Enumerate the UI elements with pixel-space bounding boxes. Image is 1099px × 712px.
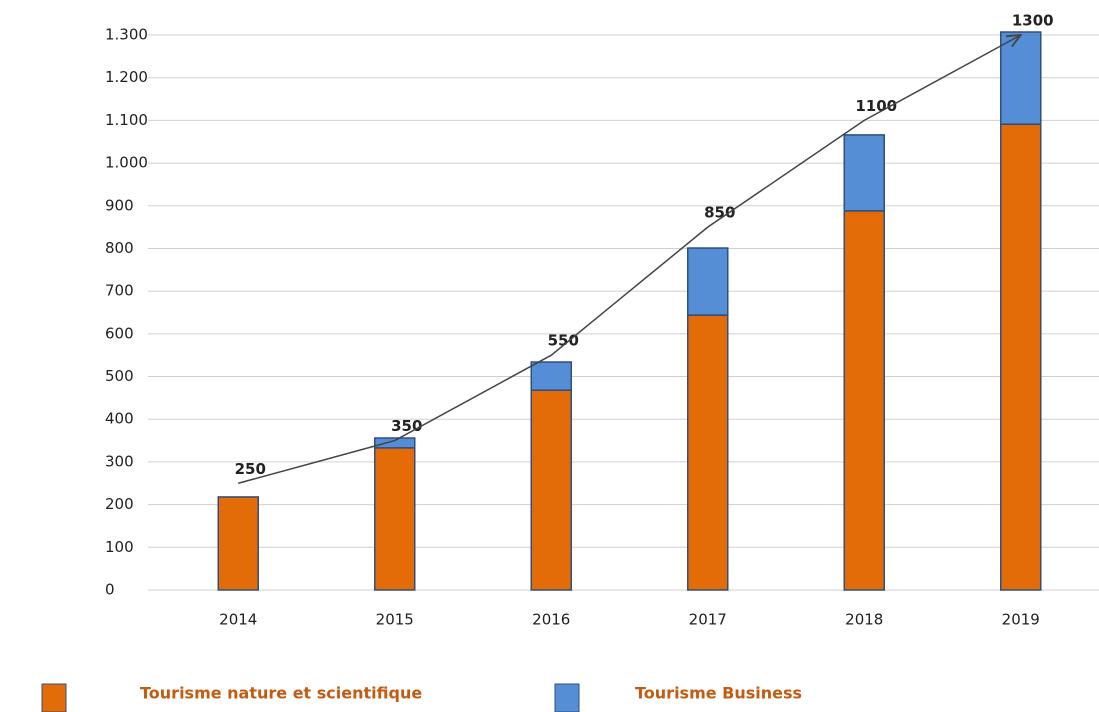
total-label: 250 — [235, 460, 266, 478]
bar-segment — [687, 314, 729, 591]
x-tick-label: 2018 — [845, 611, 883, 629]
bar-segment — [843, 134, 885, 212]
x-tick-label: 2017 — [689, 611, 727, 629]
x-tick-label: 2019 — [1002, 611, 1040, 629]
total-label: 1100 — [855, 97, 897, 115]
y-tick-label: 800 — [105, 239, 134, 257]
total-label: 550 — [548, 332, 579, 350]
bar-segment — [374, 437, 416, 449]
y-tick-label: 900 — [105, 196, 134, 214]
bar-segment — [530, 389, 572, 591]
y-tick-label: 300 — [105, 452, 134, 470]
total-label: 850 — [704, 204, 735, 222]
bar-segment — [687, 247, 729, 316]
total-label: 350 — [391, 417, 422, 435]
bar-segment — [374, 447, 416, 591]
y-tick-label: 1.300 — [105, 26, 148, 44]
y-tick-label: 400 — [105, 410, 134, 428]
x-tick-label: 2015 — [376, 611, 414, 629]
y-tick-label: 0 — [105, 581, 115, 599]
y-tick-label: 500 — [105, 367, 134, 385]
y-tick-label: 700 — [105, 282, 134, 300]
x-tick-label: 2014 — [219, 611, 257, 629]
bar-segment — [1000, 123, 1042, 591]
total-label: 1300 — [1012, 12, 1054, 30]
legend-swatch — [41, 683, 67, 712]
legend-label: Tourisme Business — [635, 684, 802, 703]
y-tick-label: 1.100 — [105, 111, 148, 129]
bar-segment — [530, 361, 572, 391]
y-tick-label: 1.200 — [105, 68, 148, 86]
y-tick-label: 1.000 — [105, 154, 148, 172]
legend-swatch — [554, 683, 580, 712]
y-tick-label: 200 — [105, 495, 134, 513]
y-tick-label: 100 — [105, 538, 134, 556]
legend-label: Tourisme nature et scientifique — [140, 684, 422, 703]
y-tick-label: 600 — [105, 324, 134, 342]
bar-segment — [217, 496, 259, 591]
bar-segment — [1000, 31, 1042, 125]
trend-line — [238, 35, 1021, 484]
x-tick-label: 2016 — [532, 611, 570, 629]
bar-segment — [843, 210, 885, 591]
